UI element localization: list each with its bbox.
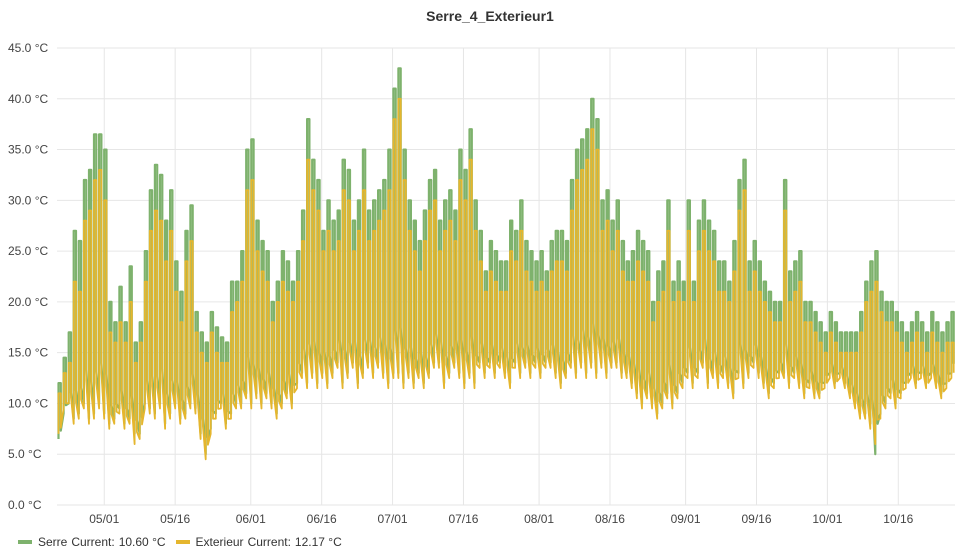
- x-tick-label: 10/01: [812, 512, 842, 526]
- x-tick-label: 10/16: [883, 512, 913, 526]
- legend-current-label: Current:: [71, 535, 115, 549]
- y-axis: 0.0 °C 5.0 °C 10.0 °C 15.0 °C 20.0 °C 25.0 °C…: [8, 41, 48, 512]
- y-tick-label: 10.0 °C: [8, 396, 48, 410]
- legend-item-exterieur[interactable]: Exterieur Current: 12.17 °C: [175, 535, 342, 549]
- legend-current-value: 12.17 °C: [294, 535, 342, 549]
- plot-area: [57, 67, 955, 461]
- x-tick-label: 09/16: [741, 512, 771, 526]
- y-tick-label: 35.0 °C: [8, 143, 48, 157]
- legend-swatch-exterieur: [175, 540, 190, 544]
- x-tick-label: 07/01: [378, 512, 408, 526]
- y-tick-label: 0.0 °C: [8, 498, 42, 512]
- legend-current-label: Current:: [247, 535, 291, 549]
- y-tick-label: 5.0 °C: [8, 447, 42, 461]
- x-tick-label: 08/01: [524, 512, 554, 526]
- legend-swatch-serre: [18, 540, 32, 544]
- legend: Serre Current: 10.60 °C Exterieur Curren…: [18, 535, 352, 549]
- legend-series-name: Serre: [38, 535, 68, 549]
- y-tick-label: 30.0 °C: [8, 193, 48, 207]
- x-tick-label: 07/16: [448, 512, 478, 526]
- legend-item-serre[interactable]: Serre Current: 10.60 °C: [18, 535, 166, 549]
- x-axis: 05/01 05/16 06/01 06/16 07/01 07/16 08/01 08/16…: [89, 512, 913, 526]
- x-tick-label: 09/01: [671, 512, 701, 526]
- x-tick-label: 08/16: [595, 512, 625, 526]
- series-line-exterieur: [57, 97, 955, 461]
- y-tick-label: 25.0 °C: [8, 244, 48, 258]
- legend-series-name: Exterieur: [195, 535, 244, 549]
- x-tick-label: 06/01: [236, 512, 266, 526]
- legend-current-value: 10.60 °C: [118, 535, 166, 549]
- y-tick-label: 45.0 °C: [8, 41, 48, 55]
- x-tick-label: 05/16: [160, 512, 190, 526]
- y-tick-label: 15.0 °C: [8, 346, 48, 360]
- series-line-serre: [57, 67, 955, 456]
- chart-title: Serre_4_Exterieur1: [426, 8, 554, 24]
- y-tick-label: 40.0 °C: [8, 92, 48, 106]
- x-tick-label: 06/16: [307, 512, 337, 526]
- x-tick-label: 05/01: [89, 512, 119, 526]
- y-tick-label: 20.0 °C: [8, 295, 48, 309]
